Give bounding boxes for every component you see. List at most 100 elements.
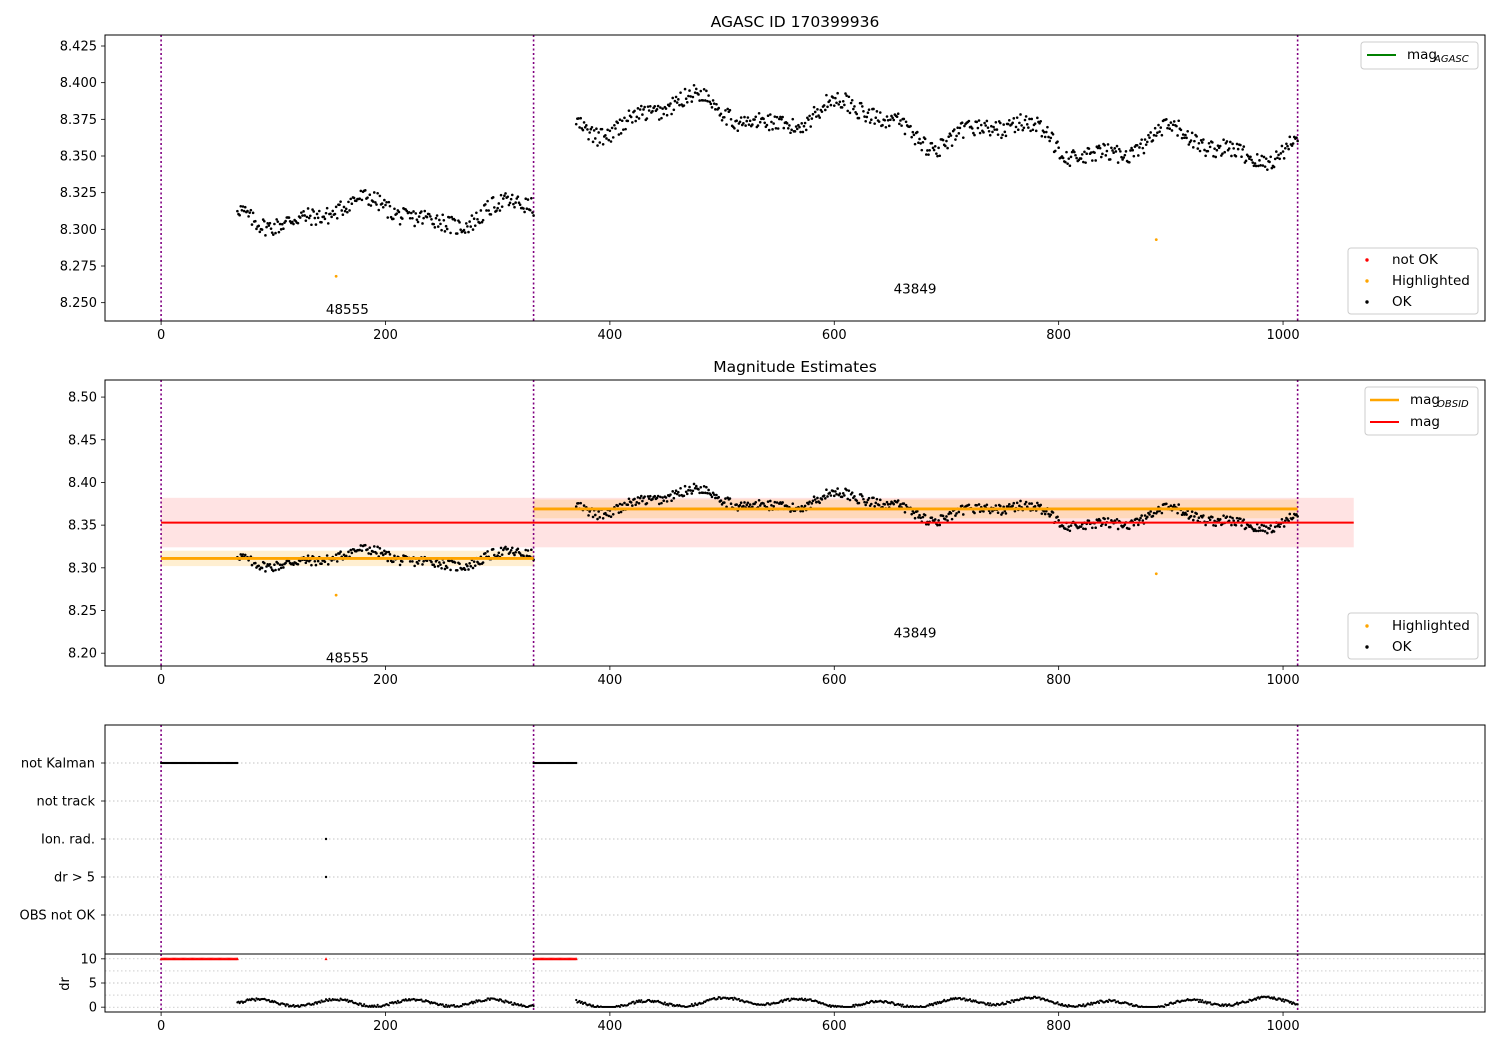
data-point-ok <box>306 207 310 210</box>
data-point-ok <box>705 485 708 489</box>
data-point-ok <box>720 118 724 122</box>
data-point-ok <box>422 216 425 220</box>
data-point-ok <box>264 234 267 237</box>
data-point-ok <box>493 553 496 557</box>
data-point-ok <box>1177 119 1181 123</box>
data-point-ok <box>869 502 873 506</box>
data-point-ok <box>491 196 495 199</box>
data-point-ok <box>617 133 621 136</box>
data-point-ok <box>507 203 511 207</box>
dr-point <box>580 1000 583 1003</box>
data-point-ok <box>325 554 329 557</box>
data-point-ok <box>268 221 272 225</box>
data-point-ok <box>743 501 746 504</box>
data-point-ok <box>440 566 443 570</box>
data-point-ok <box>973 511 976 515</box>
dr-point <box>851 1005 854 1008</box>
data-point-ok <box>1049 513 1053 516</box>
data-point-ok <box>693 486 697 490</box>
data-point-ok <box>863 115 866 118</box>
data-point-ok <box>1156 131 1159 135</box>
data-point-ok <box>1263 165 1267 168</box>
dr-point <box>376 1003 379 1007</box>
data-point-ok <box>972 131 975 135</box>
data-point-ok <box>865 115 869 119</box>
data-point-ok <box>878 111 882 114</box>
data-point-ok <box>793 130 797 133</box>
legend-dot-swatch <box>1365 258 1369 262</box>
data-point-ok <box>712 493 716 496</box>
data-point-ok <box>645 117 649 120</box>
data-point-ok <box>524 197 528 201</box>
data-point-ok <box>528 208 532 212</box>
data-point-ok <box>917 516 920 519</box>
data-point-ok <box>659 106 662 109</box>
data-point-ok <box>525 554 529 558</box>
dr-point <box>323 1000 327 1003</box>
data-point-ok <box>346 210 349 214</box>
data-point-ok <box>655 108 659 111</box>
data-point-ok <box>1082 160 1085 164</box>
data-point-ok <box>719 112 723 116</box>
x-tick-label: 1000 <box>1267 673 1300 688</box>
data-point-ok <box>1064 160 1067 164</box>
data-point-ok <box>1079 157 1083 160</box>
data-point-ok <box>1268 160 1271 164</box>
data-point-ok <box>679 486 682 490</box>
data-point-ok <box>950 517 954 521</box>
data-point-ok <box>1268 527 1271 530</box>
dr-point <box>989 1002 992 1005</box>
data-point-ok <box>526 549 530 552</box>
data-point-ok <box>709 493 713 497</box>
data-point-ok <box>387 550 391 554</box>
data-point-ok <box>924 522 928 526</box>
data-point-ok <box>811 499 815 503</box>
data-point-ok <box>1079 525 1083 528</box>
data-point-ok <box>579 116 583 120</box>
data-point-ok <box>955 134 958 138</box>
category-label: Ion. rad. <box>41 833 95 848</box>
data-point-ok <box>350 551 354 555</box>
dr-point <box>692 1004 696 1007</box>
data-point-ok <box>1098 146 1102 150</box>
data-point-ok <box>693 91 697 94</box>
data-point-ok <box>517 201 521 205</box>
dr-point <box>900 1005 903 1008</box>
data-point-ok <box>834 490 837 493</box>
data-point-ok <box>1214 155 1218 159</box>
data-point-ok <box>486 199 489 203</box>
data-point-ok <box>1242 145 1246 148</box>
data-point-ok <box>954 514 957 517</box>
data-point-ok <box>994 120 998 124</box>
data-point-ok <box>593 137 597 140</box>
x-tick-label: 200 <box>373 328 398 343</box>
data-point-ok <box>401 217 404 220</box>
data-point-ok <box>1103 143 1106 147</box>
data-point-ok <box>1259 164 1262 167</box>
data-point-ok <box>1154 134 1158 137</box>
data-point-ok <box>682 104 686 107</box>
data-point-ok <box>616 504 620 508</box>
data-point-ok <box>371 200 375 203</box>
dr-panel: 0 200 400 600 800 1000 0 5 10 dr <box>58 952 1486 1034</box>
data-point-ok <box>589 127 593 131</box>
data-point-ok <box>310 563 313 567</box>
data-point-ok <box>1033 122 1037 125</box>
data-point-ok <box>388 553 392 556</box>
data-point-ok <box>1218 144 1222 148</box>
data-point-ok <box>619 132 623 135</box>
data-point-ok <box>598 141 602 144</box>
data-point-ok <box>656 494 660 498</box>
dr-point <box>470 1000 473 1003</box>
data-point-ok <box>816 496 819 500</box>
dr-point <box>986 1001 990 1005</box>
data-point-ok <box>611 136 615 139</box>
data-point-ok <box>1110 146 1113 150</box>
data-point-ok <box>1160 133 1164 137</box>
data-point-ok <box>269 227 273 230</box>
data-point-ok <box>512 202 515 206</box>
data-point-ok <box>767 128 771 132</box>
dr-point <box>499 998 503 1001</box>
data-point-ok <box>775 501 779 504</box>
data-point-ok <box>506 195 510 199</box>
